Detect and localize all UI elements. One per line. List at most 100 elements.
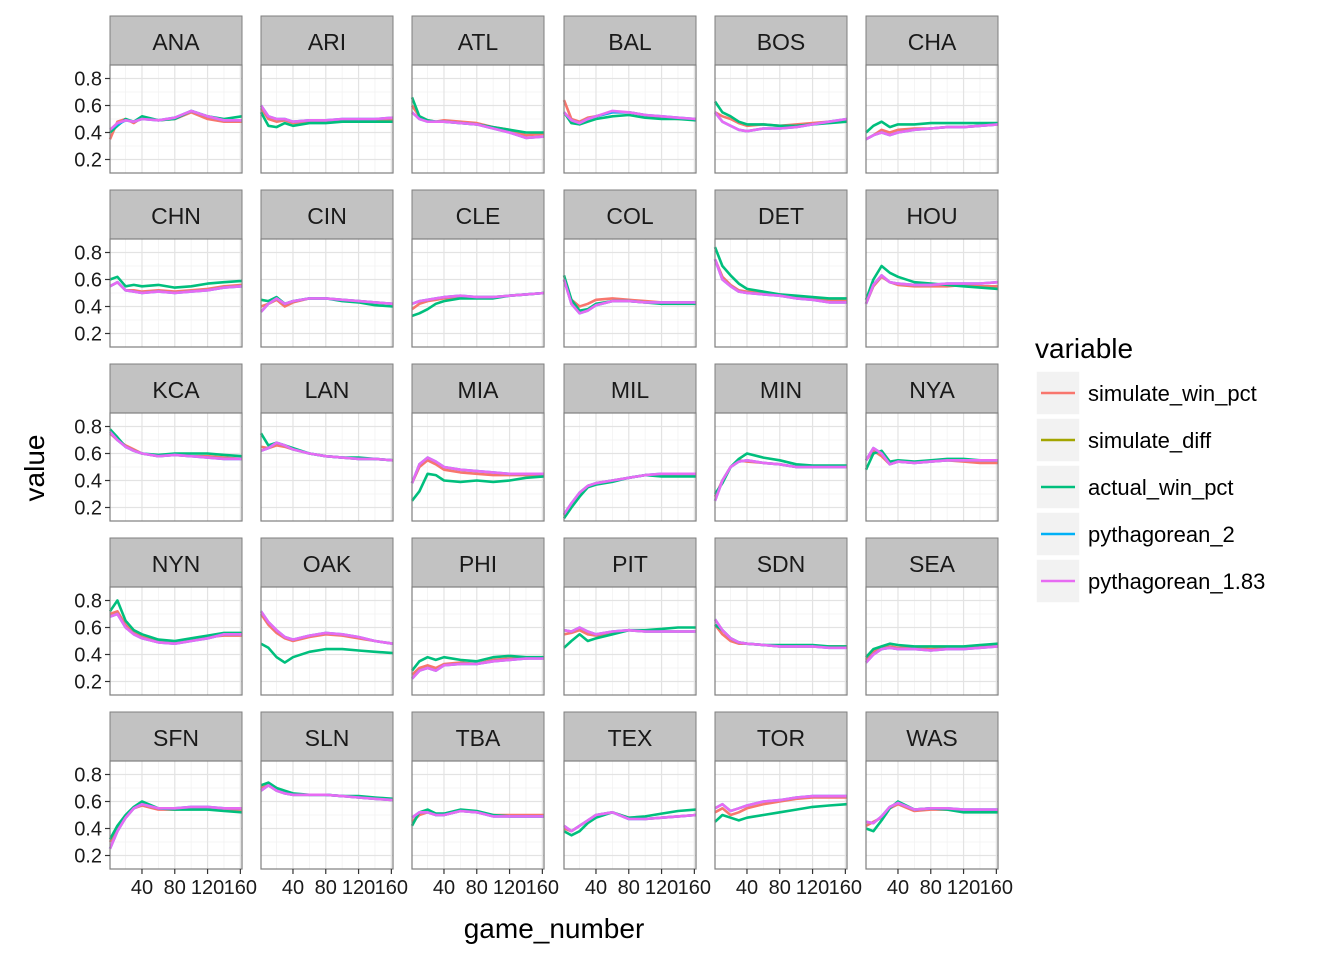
y-tick-label: 0.4 <box>74 819 102 841</box>
panel-border-bos <box>714 64 848 174</box>
y-tick-label: 0.8 <box>74 765 102 787</box>
panel-sea: SEA <box>865 537 999 696</box>
x-tick-label: 80 <box>920 877 942 899</box>
panel-sdn: SDN <box>713 537 848 696</box>
strip-oak <box>260 537 394 588</box>
x-tick-label: 160 <box>224 877 257 899</box>
strip-det <box>714 189 848 240</box>
panel-border-was <box>865 760 999 870</box>
legend-label: pythagorean_1.83 <box>1088 569 1265 594</box>
panel-col: COL <box>562 189 697 348</box>
series-line-min-pythagorean-1-83 <box>713 458 847 502</box>
strip-label-phi: PHI <box>459 551 497 577</box>
strip-sea <box>865 537 999 588</box>
strip-mil <box>563 363 697 414</box>
strip-bal <box>563 15 697 66</box>
series-line-tor-simulate-win-pct <box>714 796 847 817</box>
strip-bos <box>714 15 848 66</box>
series-line-chn-actual-win-pct <box>109 275 243 289</box>
legend-label: pythagorean_2 <box>1088 522 1235 547</box>
strip-label-cin: CIN <box>307 203 347 229</box>
strip-cha <box>865 15 999 66</box>
series-line-kca-pythagorean-1-83 <box>109 431 242 461</box>
strip-tba <box>411 711 545 762</box>
x-tick-label: 80 <box>315 877 337 899</box>
strip-ana <box>109 15 243 66</box>
strip-label-nya: NYA <box>909 377 955 403</box>
y-tick-label: 0.8 <box>74 69 102 91</box>
y-tick-label: 0.6 <box>74 792 102 814</box>
panel-bos: BOS <box>713 15 848 174</box>
series-line-pit-pythagorean-1-83 <box>563 626 696 636</box>
series-line-lan-pythagorean-1-83 <box>260 441 394 462</box>
series-line-cha-actual-win-pct <box>865 120 998 134</box>
series-line-phi-pythagorean-1-83 <box>411 657 544 680</box>
series-line-cin-pythagorean-1-83 <box>260 297 394 313</box>
y-tick-label: 0.6 <box>74 96 102 118</box>
series-line-mia-actual-win-pct <box>410 472 545 502</box>
strip-lan <box>260 363 394 414</box>
strip-label-cha: CHA <box>908 29 957 55</box>
legend-title: variable <box>1035 333 1133 364</box>
x-tick-label: 160 <box>678 877 711 899</box>
x-tick-label: 80 <box>466 877 488 899</box>
strip-phi <box>411 537 545 588</box>
y-tick-label: 0.4 <box>74 645 102 667</box>
panel-border-ari <box>260 64 394 174</box>
facet-panels: ANA 0.2 0.4 0.6 0.8 ARI ATL BAL BOS CHA CHN 0.2 0.4 0… <box>74 15 1013 899</box>
strip-col <box>563 189 697 240</box>
panel-atl: ATL <box>410 15 545 174</box>
panel-border-tba <box>411 760 545 870</box>
legend-entries: simulate_win_pct simulate_diff actual_win_… <box>1035 370 1265 604</box>
strip-atl <box>411 15 545 66</box>
strip-label-sfn: SFN <box>153 725 199 751</box>
panel-border-tex <box>563 760 697 870</box>
series-line-sfn-pythagorean-1-83 <box>108 802 242 850</box>
strip-min <box>714 363 848 414</box>
series-line-ari-actual-win-pct <box>259 111 393 129</box>
y-tick-label: 0.8 <box>74 591 102 613</box>
x-axis-title: game_number <box>464 913 645 944</box>
strip-label-tba: TBA <box>456 725 501 751</box>
strip-mia <box>411 363 545 414</box>
series-line-bal-pythagorean-1-83 <box>563 109 697 125</box>
legend-entry-simulate-diff: simulate_diff <box>1035 417 1212 463</box>
x-tick-label: 160 <box>980 877 1013 899</box>
panel-tor: TOR 40 80 120 160 <box>714 711 862 899</box>
series-line-det-pythagorean-1-83 <box>713 258 847 304</box>
strip-label-ari: ARI <box>308 29 346 55</box>
panel-ana: ANA 0.2 0.4 0.6 0.8 <box>74 15 243 174</box>
x-tick-label: 160 <box>829 877 862 899</box>
panel-cle: CLE <box>411 189 545 348</box>
panel-border-sfn <box>109 760 243 870</box>
y-tick-label: 0.4 <box>74 471 102 493</box>
series-line-hou-actual-win-pct <box>864 264 999 301</box>
panel-border-mia <box>411 412 545 522</box>
y-tick-label: 0.2 <box>74 672 102 694</box>
series-line-mil-actual-win-pct <box>562 473 696 520</box>
series-line-nyn-actual-win-pct <box>108 599 242 643</box>
series-line-mia-pythagorean-1-83 <box>410 456 544 484</box>
legend-label: simulate_win_pct <box>1088 381 1257 406</box>
panel-cin: CIN <box>260 189 394 348</box>
strip-sln <box>260 711 394 762</box>
strip-label-pit: PIT <box>612 551 648 577</box>
x-tick-label: 120 <box>191 877 224 899</box>
panel-border-phi <box>411 586 545 696</box>
x-tick-label: 160 <box>526 877 559 899</box>
strip-label-sdn: SDN <box>757 551 806 577</box>
y-tick-label: 0.8 <box>74 417 102 439</box>
series-line-hou-pythagorean-1-83 <box>864 274 999 305</box>
panel-nyn: NYN 0.2 0.4 0.6 0.8 <box>74 537 243 696</box>
panel-bal: BAL <box>562 15 697 174</box>
series-line-atl-pythagorean-1-83 <box>411 111 545 140</box>
x-tick-label: 120 <box>947 877 980 899</box>
strip-pit <box>563 537 697 588</box>
y-axis-title: value <box>19 435 50 502</box>
y-tick-label: 0.2 <box>74 498 102 520</box>
y-tick-label: 0.2 <box>74 150 102 172</box>
panel-border-bal <box>563 64 697 174</box>
strip-chn <box>109 189 243 240</box>
panel-border-lan <box>260 412 394 522</box>
